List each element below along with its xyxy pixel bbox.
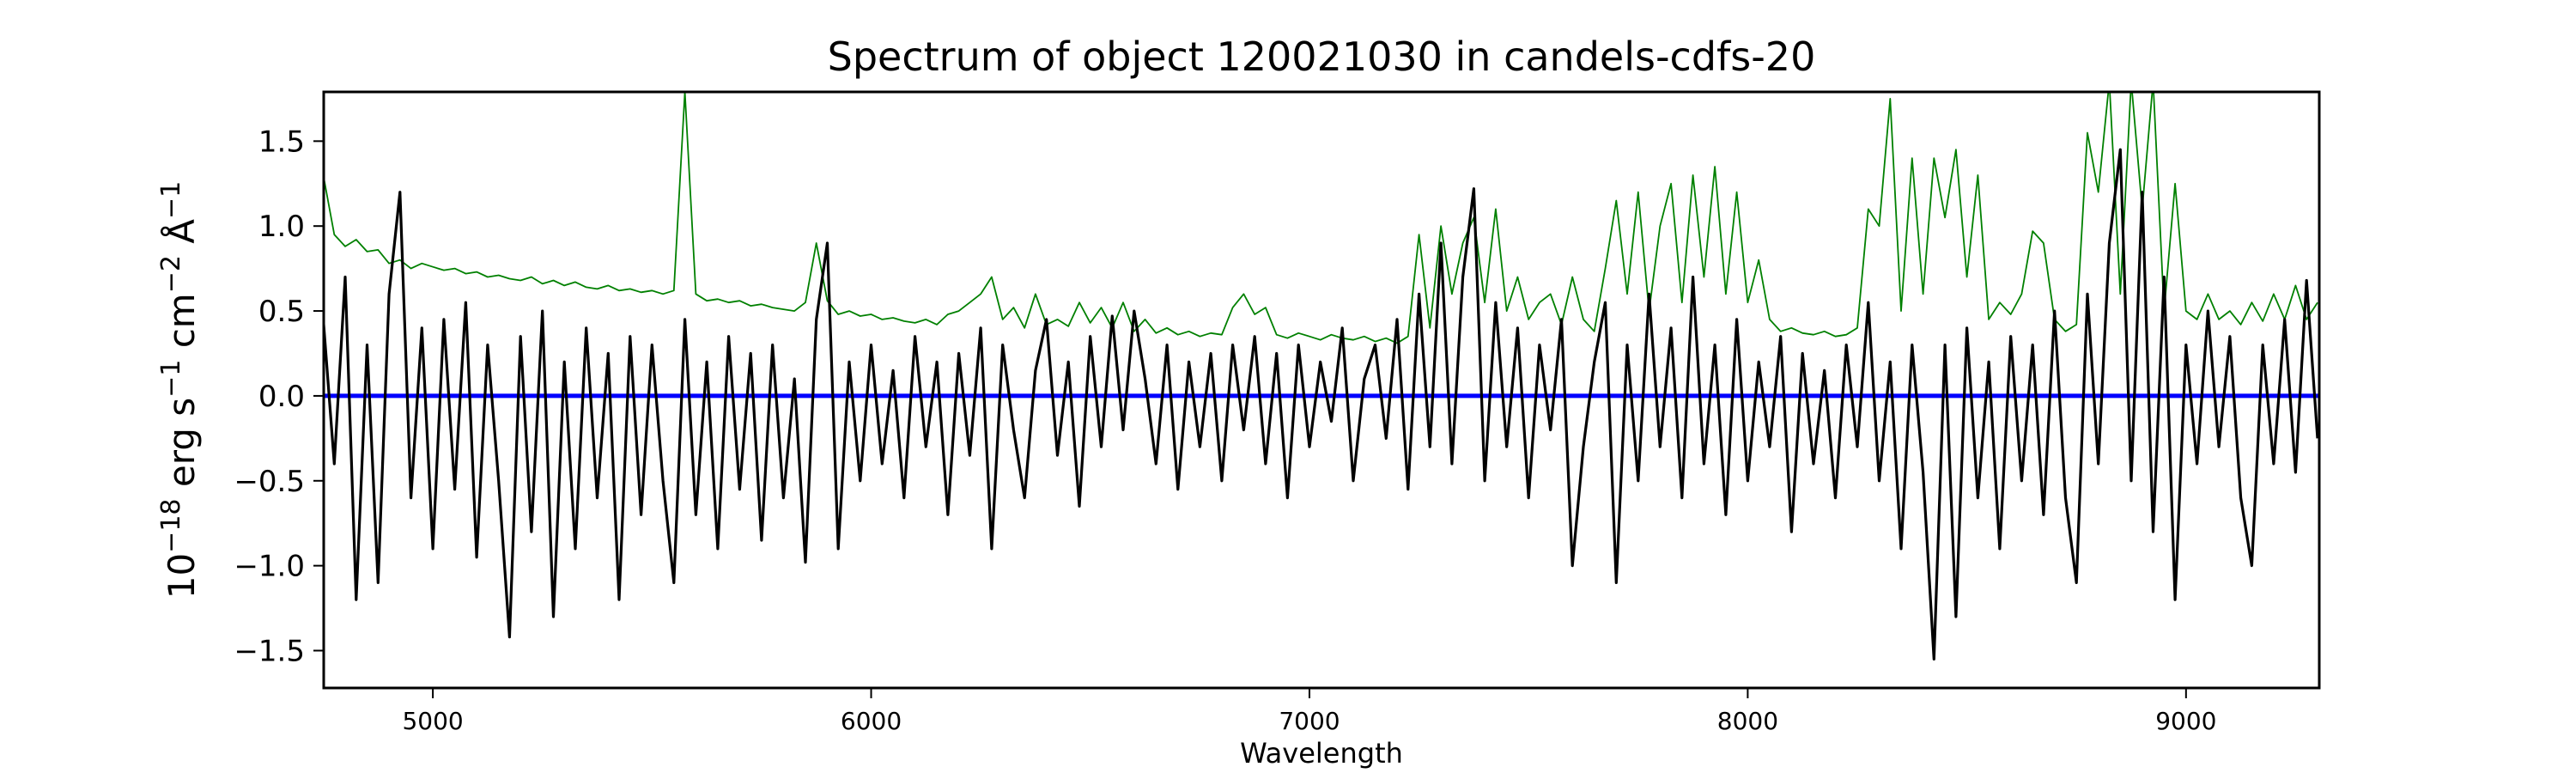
x-tick-label: 8000 [1717,707,1778,735]
green-error-line [324,92,2318,344]
y-label-base: 10 [161,553,203,599]
plot-frame [322,90,2321,690]
series-layer [324,92,2319,661]
chart-title: Spectrum of object 120021030 in candels-… [828,33,1816,80]
x-tick-label: 9000 [2155,707,2216,735]
y-label-unit: Å [160,219,203,255]
x-tick-label: 7000 [1279,707,1340,735]
y-label-unit: cm [161,293,203,359]
y-axis: −1.5 −1.0 −0.5 0.0 0.5 1.0 1.5 [234,125,324,669]
y-tick-label: 1.5 [258,125,305,159]
x-axis-label: Wavelength [1240,737,1403,770]
y-tick-label: −0.5 [234,465,305,499]
x-tick-label: 6000 [841,707,902,735]
y-tick-label: 1.0 [258,210,305,244]
y-tick-label: −1.0 [234,550,305,584]
y-label-exp: −18 [156,499,186,553]
y-tick-label: 0.5 [258,295,305,329]
black-flux-line [324,148,2319,661]
y-tick-label: −1.5 [234,635,305,669]
x-axis: 5000 6000 7000 8000 9000 [402,688,2216,735]
y-label-exp: −1 [156,181,186,219]
y-label-unit: erg s [161,398,203,499]
y-label-exp: −1 [156,360,186,398]
x-tick-label: 5000 [402,707,463,735]
y-axis-label: 10−18 erg s−1 cm−2 Å−1 [156,181,204,600]
y-label-exp: −2 [156,255,186,293]
y-tick-label: 0.0 [258,380,305,414]
